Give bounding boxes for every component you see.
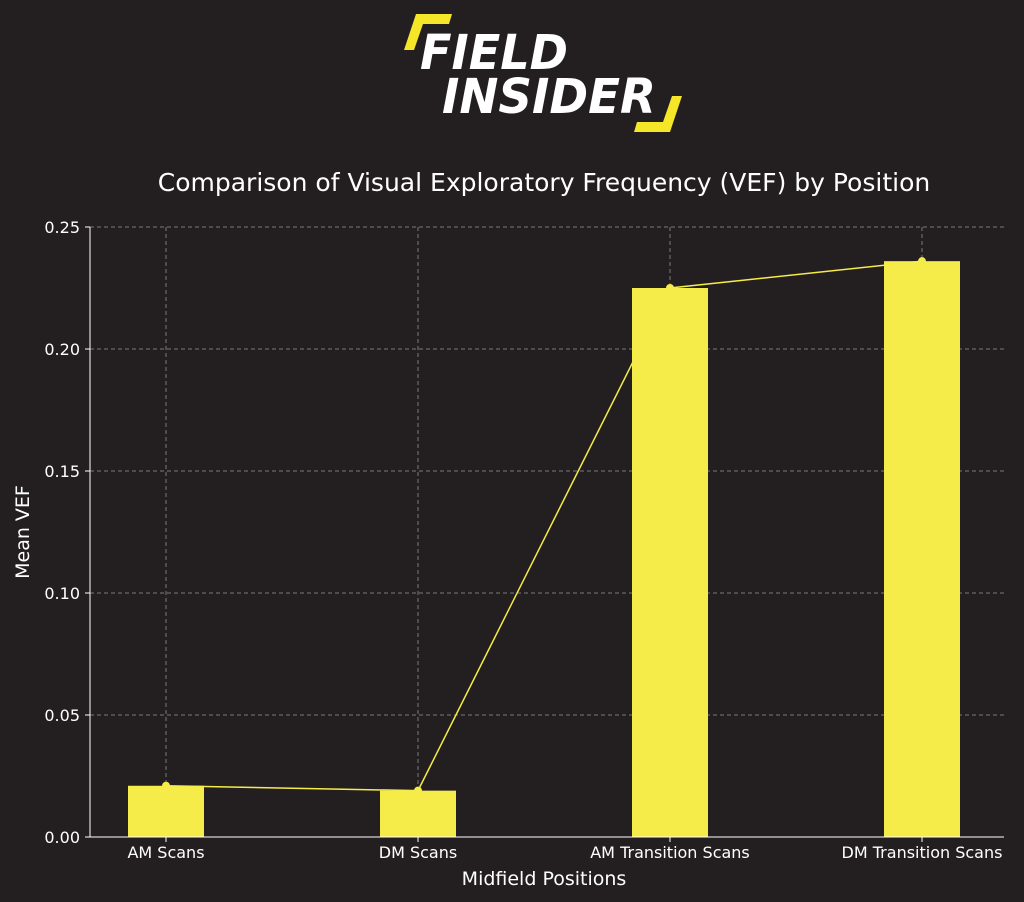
y-axis-label: Mean VEF: [12, 485, 34, 579]
y-tick-label: 0.20: [44, 340, 80, 359]
bars: [128, 261, 960, 837]
bar: [884, 261, 960, 837]
x-tick-label: AM Scans: [127, 843, 204, 862]
axes: [85, 226, 1004, 842]
y-tick-label: 0.00: [44, 828, 80, 847]
trend-point: [918, 257, 926, 266]
trend-point: [666, 284, 674, 292]
logo-line-2: INSIDER: [442, 69, 656, 125]
x-axis-label: Midfield Positions: [462, 868, 627, 890]
trend-line-path: [165, 260, 923, 792]
y-tick-labels: 0.00 0.05 0.10 0.15 0.20 0.25: [44, 218, 80, 847]
y-tick-label: 0.15: [44, 462, 80, 481]
x-tick-label: AM Transition Scans: [590, 843, 750, 862]
x-tick-label: DM Scans: [379, 843, 457, 862]
logo-bracket-top-left: [404, 14, 452, 50]
trend-point: [162, 781, 170, 790]
field-insider-logo: FIELD INSIDER: [404, 14, 682, 132]
x-tick-label: DM Transition Scans: [842, 843, 1003, 862]
chart-title: Comparison of Visual Exploratory Frequen…: [158, 168, 930, 197]
bar: [380, 790, 456, 837]
y-tick-label: 0.10: [44, 584, 80, 603]
trend-line: [162, 257, 926, 795]
trend-point: [414, 786, 422, 795]
x-tick-labels: AM Scans DM Scans AM Transition Scans DM Tr…: [127, 843, 1002, 862]
y-tick-label: 0.05: [44, 706, 80, 725]
bar: [632, 288, 708, 837]
logo-line-1: FIELD: [420, 25, 568, 81]
bar: [128, 785, 204, 837]
y-tick-label: 0.25: [44, 218, 80, 237]
logo-bracket-bottom-right: [634, 96, 682, 132]
